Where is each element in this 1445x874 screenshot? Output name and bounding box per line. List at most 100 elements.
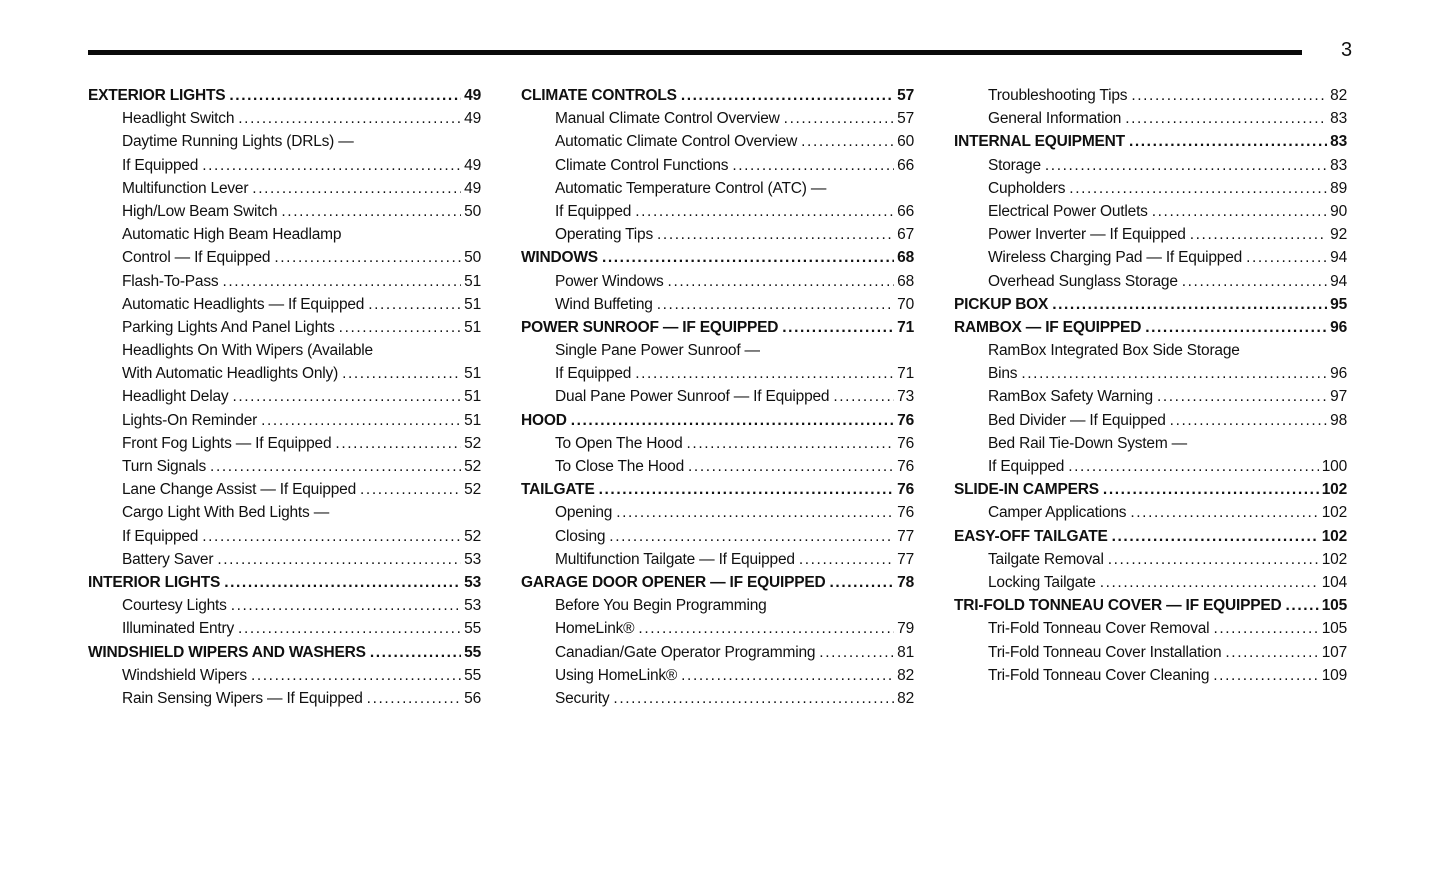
entry-page: 97	[1330, 388, 1347, 406]
entry-title: INTERNAL EQUIPMENT	[954, 133, 1125, 151]
dot-leader	[1068, 455, 1319, 478]
dot-leader	[1190, 223, 1327, 246]
entry-title: GARAGE DOOR OPENER — IF EQUIPPED	[521, 573, 826, 591]
entry-title: Wireless Charging Pad — If Equipped	[988, 249, 1243, 267]
dot-leader	[599, 478, 895, 501]
entry-title: Control — If Equipped	[122, 249, 271, 267]
entry-page: 53	[464, 597, 481, 615]
entry-title: Automatic Headlights — If Equipped	[122, 295, 365, 313]
toc-section-entry: INTERNAL EQUIPMENT 83	[954, 130, 1347, 153]
entry-title: Bed Rail Tie-Down System —	[988, 434, 1187, 452]
toc-sub-entry: Automatic Temperature Control (ATC) —	[521, 177, 914, 200]
entry-title: If Equipped	[555, 365, 632, 383]
toc-sub-entry: Electrical Power Outlets 90	[954, 200, 1347, 223]
entry-title: Tri-Fold Tonneau Cover Removal	[988, 620, 1210, 638]
dot-leader	[609, 525, 894, 548]
entry-title: Operating Tips	[555, 226, 654, 244]
toc-section-entry: EASY-OFF TAILGATE 102	[954, 525, 1347, 548]
toc-section-entry: POWER SUNROOF — IF EQUIPPED 71	[521, 316, 914, 339]
entry-page: 94	[1330, 249, 1347, 267]
toc-sub-entry: Headlight Switch 49	[88, 107, 481, 130]
toc-sub-entry: Wind Buffeting 70	[521, 293, 914, 316]
toc-sub-entry: Lights-On Reminder 51	[88, 409, 481, 432]
entry-title: To Close The Hood	[555, 458, 685, 475]
entry-title: EASY-OFF TAILGATE	[954, 527, 1108, 545]
dot-leader	[210, 455, 461, 478]
toc-sub-entry: General Information 83	[954, 107, 1347, 130]
dot-leader	[1103, 478, 1319, 501]
entry-page: 49	[464, 110, 481, 128]
entry-title: Multifunction Lever	[122, 179, 249, 197]
entry-title: RAMBOX — IF EQUIPPED	[954, 318, 1142, 336]
toc-sub-entry: Front Fog Lights — If Equipped 52	[88, 432, 481, 455]
toc-sub-entry: Security 82	[521, 687, 914, 710]
dot-leader	[224, 571, 461, 594]
entry-page: 71	[897, 318, 914, 336]
entry-title: Cargo Light With Bed Lights —	[122, 504, 329, 522]
dot-leader	[1286, 594, 1319, 617]
entry-page: 51	[464, 411, 481, 429]
dot-leader	[819, 641, 894, 664]
entry-title: Tri-Fold Tonneau Cover Cleaning	[988, 666, 1210, 684]
entry-page: 82	[1330, 87, 1347, 104]
toc-sub-entry: Control — If Equipped 50	[88, 246, 481, 269]
entry-page: 76	[897, 434, 914, 452]
entry-page: 55	[464, 666, 481, 684]
entry-page: 79	[897, 620, 914, 638]
entry-title: Security	[555, 689, 610, 707]
entry-title: TRI-FOLD TONNEAU COVER — IF EQUIPPED	[954, 597, 1282, 615]
dot-leader	[681, 84, 894, 107]
toc-sub-entry: Troubleshooting Tips 82	[954, 84, 1347, 107]
dot-leader	[1108, 548, 1319, 571]
dot-leader	[1157, 385, 1327, 408]
toc-section-entry: WINDOWS 68	[521, 246, 914, 269]
entry-title: Climate Control Functions	[555, 156, 729, 174]
entry-page: 104	[1321, 573, 1347, 591]
entry-page: 68	[897, 249, 914, 267]
entry-title: Headlight Switch	[122, 110, 235, 128]
entry-page: 51	[464, 388, 481, 406]
entry-title: Courtesy Lights	[122, 597, 227, 615]
dot-leader	[657, 223, 894, 246]
entry-page: 83	[1330, 156, 1347, 174]
dot-leader	[202, 154, 461, 177]
entry-page: 67	[897, 226, 914, 244]
dot-leader	[657, 293, 894, 316]
page-number: 3	[1341, 39, 1353, 61]
entry-page: 49	[464, 87, 481, 104]
dot-leader	[229, 84, 461, 107]
entry-title: Tailgate Removal	[988, 550, 1104, 568]
dot-leader	[238, 617, 461, 640]
entry-title: CLIMATE CONTROLS	[521, 87, 677, 104]
entry-title: If Equipped	[555, 202, 632, 220]
entry-page: 105	[1321, 597, 1347, 615]
entry-page: 49	[464, 156, 481, 174]
toc-sub-entry: Turn Signals 52	[88, 455, 481, 478]
entry-title: Headlight Delay	[122, 388, 229, 406]
entry-title: HomeLink®	[555, 620, 635, 638]
dot-leader	[782, 316, 894, 339]
dot-leader	[1225, 641, 1318, 664]
toc-sub-entry: Power Windows 68	[521, 270, 914, 293]
dot-leader	[784, 107, 894, 130]
dot-leader	[222, 270, 461, 293]
toc-sub-entry: HomeLink® 79	[521, 617, 914, 640]
entry-title: Cupholders	[988, 179, 1066, 197]
toc-section-entry: CLIMATE CONTROLS 57	[521, 84, 914, 107]
toc-sub-entry: To Close The Hood 76	[521, 455, 914, 478]
entry-page: 100	[1321, 458, 1347, 475]
entry-title: Canadian/Gate Operator Programming	[555, 643, 816, 661]
dot-leader	[1246, 246, 1327, 269]
entry-title: WINDOWS	[521, 249, 598, 267]
toc-sub-entry: RamBox Integrated Box Side Storage	[954, 339, 1347, 362]
toc-sub-entry: Rain Sensing Wipers — If Equipped 56	[88, 687, 481, 710]
entry-page: 77	[897, 527, 914, 545]
entry-page: 51	[464, 295, 481, 313]
dot-leader	[638, 617, 894, 640]
toc-section-entry: TRI-FOLD TONNEAU COVER — IF EQUIPPED 105	[954, 594, 1347, 617]
toc-column: CLIMATE CONTROLS57Manual Climate Control…	[521, 84, 914, 710]
entry-title: Battery Saver	[122, 550, 214, 568]
entry-title: Automatic High Beam Headlamp	[122, 226, 342, 244]
toc-sub-entry: Before You Begin Programming	[521, 594, 914, 617]
toc-section-entry: SLIDE-IN CAMPERS 102	[954, 478, 1347, 501]
